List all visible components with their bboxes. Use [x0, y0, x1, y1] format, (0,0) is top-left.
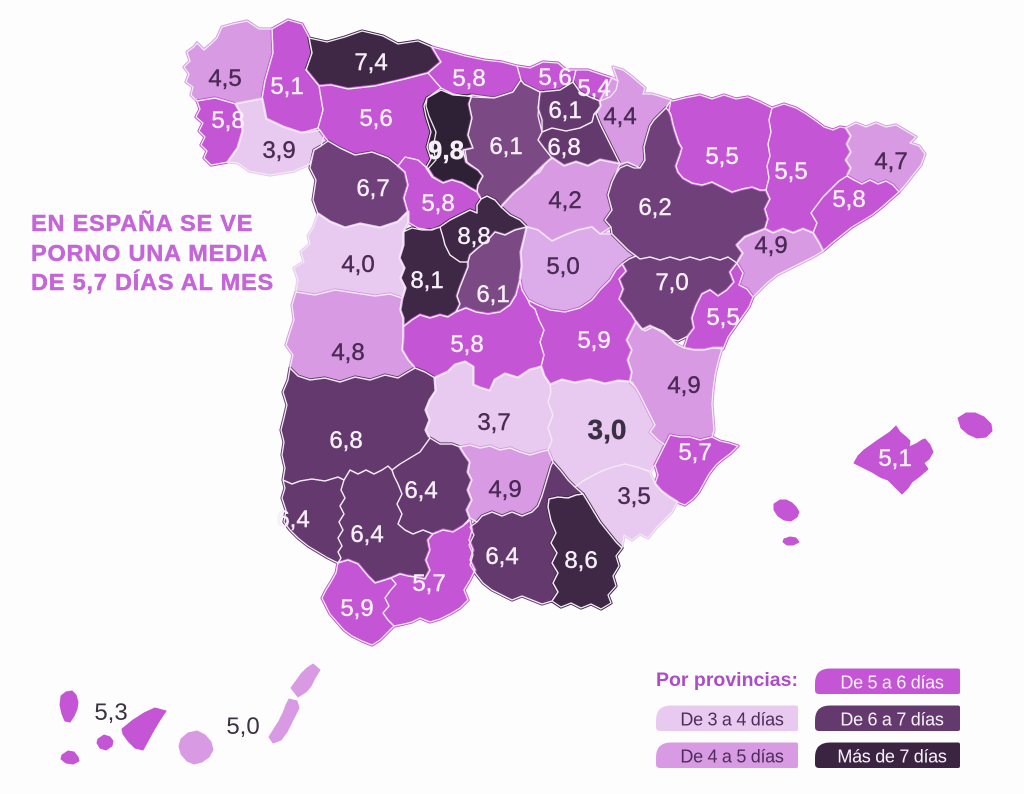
- svg-text:5,6: 5,6: [359, 105, 392, 132]
- svg-text:3,0: 3,0: [588, 414, 627, 445]
- svg-text:4,0: 4,0: [341, 251, 374, 278]
- svg-text:4,4: 4,4: [603, 103, 636, 130]
- svg-text:5,9: 5,9: [577, 327, 610, 354]
- svg-text:5,7: 5,7: [412, 570, 445, 597]
- svg-text:4,9: 4,9: [488, 476, 521, 503]
- svg-text:4,7: 4,7: [874, 148, 907, 175]
- svg-text:6,4: 6,4: [404, 477, 437, 504]
- svg-text:5,5: 5,5: [705, 143, 738, 170]
- svg-text:Por provincias:: Por provincias:: [656, 669, 798, 691]
- svg-text:De 5 a 6 días: De 5 a 6 días: [840, 673, 943, 693]
- svg-text:9,8: 9,8: [428, 135, 464, 165]
- svg-text:3,7: 3,7: [477, 409, 510, 436]
- svg-text:6,4: 6,4: [485, 543, 518, 570]
- svg-text:8,1: 8,1: [410, 267, 443, 294]
- svg-text:6,4: 6,4: [276, 506, 309, 533]
- svg-text:5,1: 5,1: [270, 73, 303, 100]
- svg-text:6,4: 6,4: [350, 521, 383, 548]
- svg-text:5,9: 5,9: [340, 595, 373, 622]
- svg-text:6,1: 6,1: [476, 281, 509, 308]
- svg-text:5,0: 5,0: [546, 253, 579, 280]
- svg-text:5,8: 5,8: [832, 186, 865, 213]
- svg-text:6,8: 6,8: [547, 134, 580, 161]
- svg-text:8,6: 8,6: [564, 547, 597, 574]
- svg-text:5,8: 5,8: [452, 65, 485, 92]
- svg-text:4,2: 4,2: [548, 187, 581, 214]
- svg-text:6,2: 6,2: [638, 194, 671, 221]
- svg-text:5,8: 5,8: [211, 107, 244, 134]
- svg-text:7,4: 7,4: [354, 49, 387, 76]
- svg-text:6,7: 6,7: [356, 175, 389, 202]
- svg-text:5,4: 5,4: [577, 75, 610, 102]
- svg-text:5,7: 5,7: [678, 439, 711, 466]
- svg-text:3,9: 3,9: [262, 137, 295, 164]
- svg-text:4,9: 4,9: [754, 232, 787, 259]
- svg-text:4,8: 4,8: [331, 339, 364, 366]
- svg-text:4,9: 4,9: [667, 372, 700, 399]
- svg-text:7,0: 7,0: [655, 269, 688, 296]
- svg-text:6,8: 6,8: [329, 427, 362, 454]
- svg-text:5,3: 5,3: [94, 699, 127, 726]
- svg-text:5,5: 5,5: [774, 158, 807, 185]
- svg-text:5,1: 5,1: [878, 445, 911, 472]
- svg-text:8,8: 8,8: [457, 223, 490, 250]
- svg-text:5,8: 5,8: [450, 331, 483, 358]
- svg-text:3,5: 3,5: [617, 483, 650, 510]
- svg-text:5,5: 5,5: [706, 304, 739, 331]
- svg-text:5,0: 5,0: [226, 713, 259, 740]
- svg-text:6,1: 6,1: [489, 133, 522, 160]
- svg-text:6,1: 6,1: [548, 97, 581, 124]
- svg-text:5,6: 5,6: [538, 64, 571, 91]
- svg-text:De 4 a 5 días: De 4 a 5 días: [680, 747, 783, 767]
- svg-text:Más de 7 días: Más de 7 días: [837, 747, 946, 767]
- svg-text:4,5: 4,5: [208, 65, 241, 92]
- svg-text:De 3 a 4 días: De 3 a 4 días: [680, 710, 783, 730]
- svg-text:5,8: 5,8: [421, 190, 454, 217]
- svg-text:De 6 a 7 días: De 6 a 7 días: [840, 710, 943, 730]
